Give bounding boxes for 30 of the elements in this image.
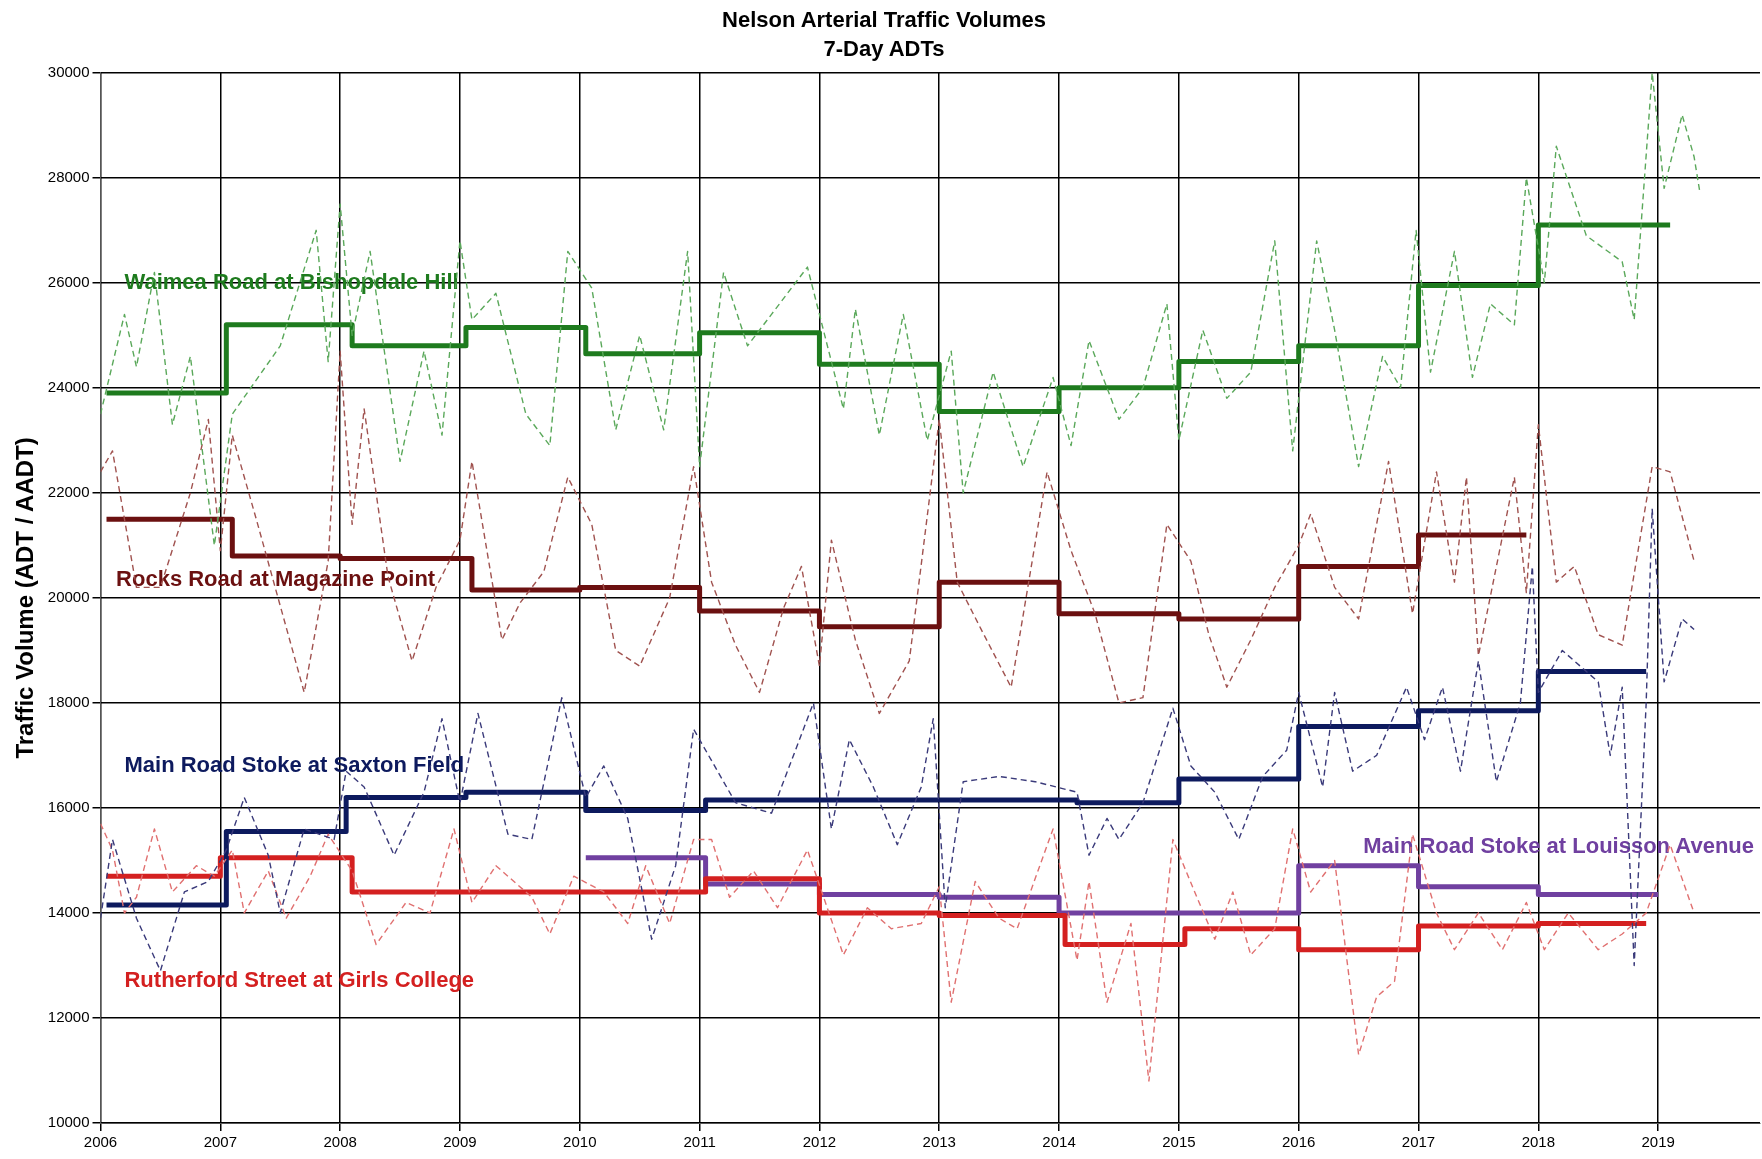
y-tick-label: 26000	[47, 272, 90, 290]
y-tick-label: 10000	[47, 1113, 90, 1131]
x-tick-label: 2017	[1401, 1133, 1436, 1151]
x-tick-label: 2006	[83, 1133, 118, 1151]
y-axis-title: Traffic Volume (ADT / AADT)	[11, 437, 39, 759]
x-tick-label: 2015	[1162, 1133, 1196, 1151]
y-tick-label: 18000	[47, 693, 90, 711]
x-tick-label: 2008	[323, 1133, 357, 1151]
y-tick-label: 30000	[47, 62, 90, 80]
y-tick-label: 20000	[47, 588, 90, 606]
x-tick-label: 2012	[802, 1133, 837, 1151]
x-tick-label: 2010	[563, 1133, 597, 1151]
y-tick-label: 24000	[47, 378, 90, 395]
y-tick-label: 12000	[47, 1008, 90, 1026]
x-tick-label: 2014	[1042, 1133, 1076, 1151]
x-tick-label: 2018	[1521, 1133, 1556, 1151]
x-tick-label: 2009	[443, 1133, 477, 1151]
x-tick-label: 2019	[1641, 1133, 1675, 1151]
y-tick-label: 28000	[47, 167, 90, 185]
line-series	[100, 72, 1701, 547]
x-tick-label: 2007	[203, 1133, 238, 1151]
x-tick-label: 2016	[1282, 1133, 1316, 1151]
y-tick-label: 14000	[47, 903, 90, 921]
line-series	[100, 350, 1695, 715]
y-tick-label: 16000	[47, 798, 90, 816]
y-tick-label: 22000	[47, 483, 90, 501]
x-tick-label: 2011	[683, 1133, 716, 1151]
chart-title: Nelson Arterial Traffic Volumes	[722, 7, 1046, 33]
chart-subtitle: 7-Day ADTs	[823, 35, 945, 61]
x-tick-label: 2013	[922, 1133, 956, 1151]
